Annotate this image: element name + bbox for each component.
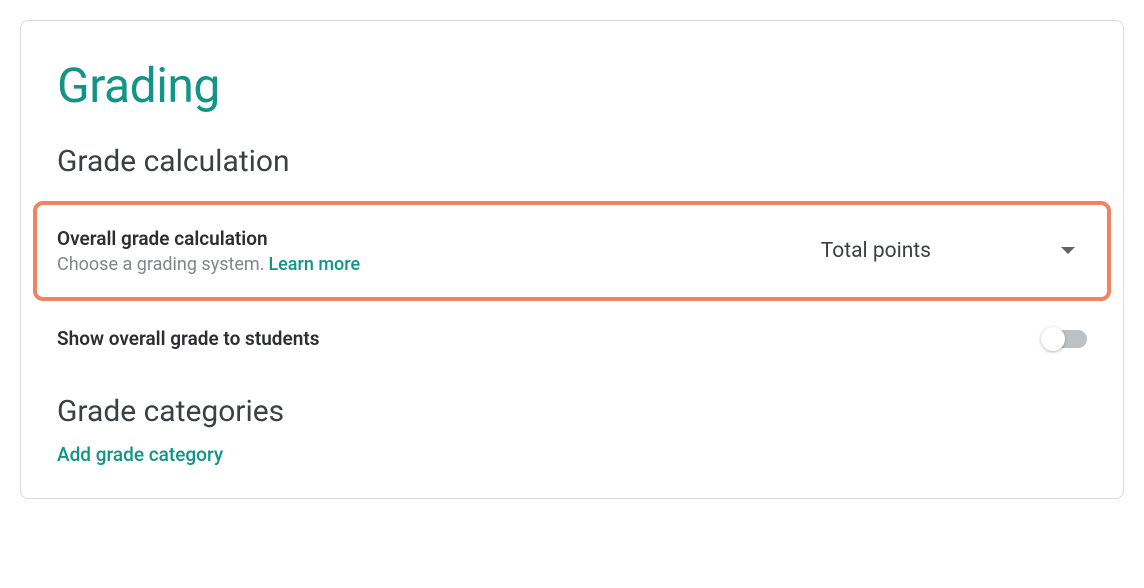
overall-grade-calc-desc-line: Choose a grading system. Learn more: [57, 254, 360, 275]
show-grade-toggle[interactable]: [1043, 330, 1087, 348]
show-grade-toggle-label: Show overall grade to students: [57, 327, 320, 350]
page-title: Grading: [57, 57, 1087, 114]
grading-system-value: Total points: [821, 239, 931, 263]
grading-card: Grading Grade calculation Overall grade …: [20, 20, 1124, 499]
grading-system-dropdown[interactable]: Total points: [821, 239, 1087, 263]
overall-grade-calc-row: Overall grade calculation Choose a gradi…: [33, 201, 1111, 301]
overall-grade-calc-desc: Choose a grading system.: [57, 254, 264, 275]
add-grade-category-link[interactable]: Add grade category: [57, 443, 223, 466]
grade-calculation-heading: Grade calculation: [57, 144, 1087, 179]
chevron-down-icon: [1061, 247, 1075, 255]
show-grade-toggle-row: Show overall grade to students: [57, 327, 1087, 350]
learn-more-link[interactable]: Learn more: [268, 254, 360, 275]
toggle-knob: [1041, 327, 1065, 351]
overall-grade-calc-text: Overall grade calculation Choose a gradi…: [57, 227, 360, 275]
overall-grade-calc-title: Overall grade calculation: [57, 227, 360, 250]
grade-categories-heading: Grade categories: [57, 394, 1087, 429]
